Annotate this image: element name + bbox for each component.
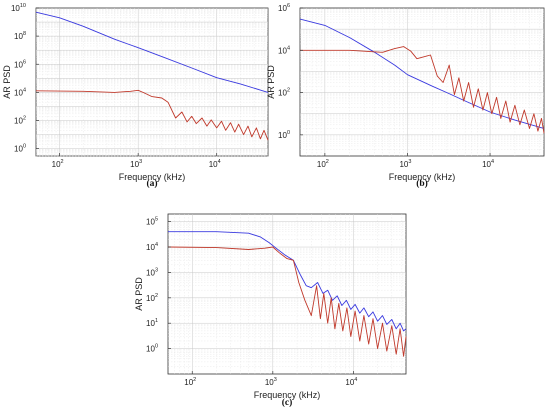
panel-2-y-tick-exponent: 4: [287, 45, 290, 51]
panel-1-y-tick-base: 10: [14, 117, 23, 126]
panel-2-x-tick-base: 10: [399, 160, 408, 169]
panel-3-x-axis-label: Frequency (kHz): [254, 390, 321, 400]
panel-3-y-tick-exponent: 4: [155, 242, 158, 248]
panel-1-y-tick-base: 10: [14, 32, 23, 41]
panel-2-y-tick-base: 10: [278, 89, 287, 98]
panel-2-x-tick-base: 10: [317, 160, 326, 169]
panel-1-x-tick-exponent: 4: [218, 159, 221, 165]
panel-2-x-tick-label: 102: [317, 159, 329, 169]
panel-2-y-tick-exponent: 2: [287, 88, 290, 94]
panel-3-series-2-line: [167, 246, 407, 357]
panel-3-y-tick-label: 102: [146, 293, 158, 303]
panel-3-y-tick-base: 10: [146, 294, 155, 303]
panel-1-caption-label: (a): [146, 178, 157, 189]
panel-3-x-tick-label: 102: [184, 377, 196, 387]
panel-3-y-axis-label: AR PSD: [134, 277, 144, 311]
panel-3-y-tick-label: 100: [146, 344, 158, 354]
panel-1-x-tick-base: 10: [130, 160, 139, 169]
panel-1-y-tick-label: 104: [14, 87, 26, 97]
panel-3-y-tick-base: 10: [146, 243, 155, 252]
panel-1-x-tick-exponent: 2: [61, 159, 64, 165]
panel-3-y-tick-exponent: 1: [155, 318, 158, 324]
panel-2-y-axis-label: AR PSD: [266, 65, 276, 99]
panel-1-grid: [36, 8, 268, 157]
panel-3-x-tick-exponent: 4: [354, 377, 357, 383]
panel-2-y-tick-base: 10: [278, 4, 287, 13]
panel-3-x-tick-label: 104: [345, 377, 357, 387]
panel-3-y-tick-base: 10: [146, 268, 155, 277]
panel-2-x-tick-label: 104: [482, 159, 494, 169]
panel-3-caption-label: (c): [282, 397, 293, 408]
panel-3-y-tick-exponent: 2: [155, 293, 158, 299]
panel-1-y-tick-base: 10: [14, 88, 23, 97]
panel-2-series-1-line: [299, 18, 545, 129]
panel-2-x-tick-label: 103: [399, 159, 411, 169]
panel-2-x-tick-exponent: 2: [326, 159, 329, 165]
panel-3-y-tick-label: 104: [146, 242, 158, 252]
panel-3-y-tick-label: 103: [146, 267, 158, 277]
panel-1-y-tick-exponent: 6: [23, 59, 26, 65]
panel-1-y-tick-exponent: 8: [23, 31, 26, 37]
panel-2-x-tick-exponent: 3: [408, 159, 411, 165]
panel-1-y-tick-base: 10: [14, 145, 23, 154]
panel-3-y-tick-base: 10: [146, 218, 155, 227]
panel-2-y-tick-label: 106: [278, 3, 290, 13]
panel-1-y-axis-label: AR PSD: [2, 65, 12, 99]
panel-1-x-tick-label: 102: [52, 159, 64, 169]
panel-1-x-tick-base: 10: [52, 160, 61, 169]
panel-2-y-tick-label: 102: [278, 88, 290, 98]
panel-1-plot-area: [35, 7, 269, 157]
panel-1-x-axis-label: Frequency (kHz): [119, 172, 186, 182]
panel-3-x-tick-base: 10: [184, 378, 193, 387]
panel-1-y-tick-base: 10: [14, 60, 23, 69]
panel-2-caption-label: (b): [416, 178, 428, 189]
panel-2-series-2-line: [300, 46, 545, 134]
panel-1-series-2-line: [35, 89, 269, 141]
panel-1-series-1-line: [35, 11, 269, 93]
panel-2-x-tick-exponent: 4: [491, 159, 494, 165]
panel-1-y-tick-exponent: 2: [23, 116, 26, 122]
panel-3-x-tick-base: 10: [265, 378, 274, 387]
panel-2-y-tick-exponent: 0: [287, 130, 290, 136]
panel-3-x-tick-exponent: 2: [193, 377, 196, 383]
panel-3-y-tick-label: 101: [146, 318, 158, 328]
panel-3-series-1-line: [168, 231, 407, 332]
panel-3-x-tick-exponent: 3: [274, 377, 277, 383]
panel-1-y-tick-label: 100: [14, 144, 26, 154]
panel-3-plot-area: [167, 213, 407, 375]
panel-1-x-tick-base: 10: [209, 160, 218, 169]
panel-1-y-tick-label: 108: [14, 31, 26, 41]
panel-2-x-axis-label: Frequency (kHz): [389, 172, 456, 182]
panel-1-y-tick-exponent: 4: [23, 87, 26, 93]
panel-3-grid: [168, 214, 406, 374]
panel-3-y-tick-exponent: 3: [155, 267, 158, 273]
panel-1-y-tick-exponent: 0: [23, 144, 26, 150]
panel-1-x-tick-exponent: 3: [139, 159, 142, 165]
panel-2-y-tick-base: 10: [278, 46, 287, 55]
panel-1-y-tick-exponent: 10: [20, 3, 26, 9]
panel-2-y-tick-label: 104: [278, 45, 290, 55]
panel-3-x-tick-label: 103: [265, 377, 277, 387]
panel-1-y-tick-base: 10: [11, 4, 20, 13]
panel-3-y-tick-base: 10: [146, 319, 155, 328]
panel-2-y-tick-base: 10: [278, 131, 287, 140]
panel-3-y-tick-exponent: 0: [155, 344, 158, 350]
panel-1-y-tick-label: 106: [14, 59, 26, 69]
panel-1-y-tick-label: 1010: [11, 3, 26, 13]
panel-3-x-tick-base: 10: [345, 378, 354, 387]
panel-1-x-tick-label: 103: [130, 159, 142, 169]
panel-3-y-tick-label: 105: [146, 217, 158, 227]
panel-2-y-tick-label: 100: [278, 130, 290, 140]
panel-3-y-tick-exponent: 5: [155, 217, 158, 223]
panel-1-x-tick-label: 104: [209, 159, 221, 169]
panel-2-y-tick-exponent: 6: [287, 3, 290, 9]
panel-2-x-tick-base: 10: [482, 160, 491, 169]
panel-3-y-tick-base: 10: [146, 345, 155, 354]
panel-1-y-tick-label: 102: [14, 116, 26, 126]
